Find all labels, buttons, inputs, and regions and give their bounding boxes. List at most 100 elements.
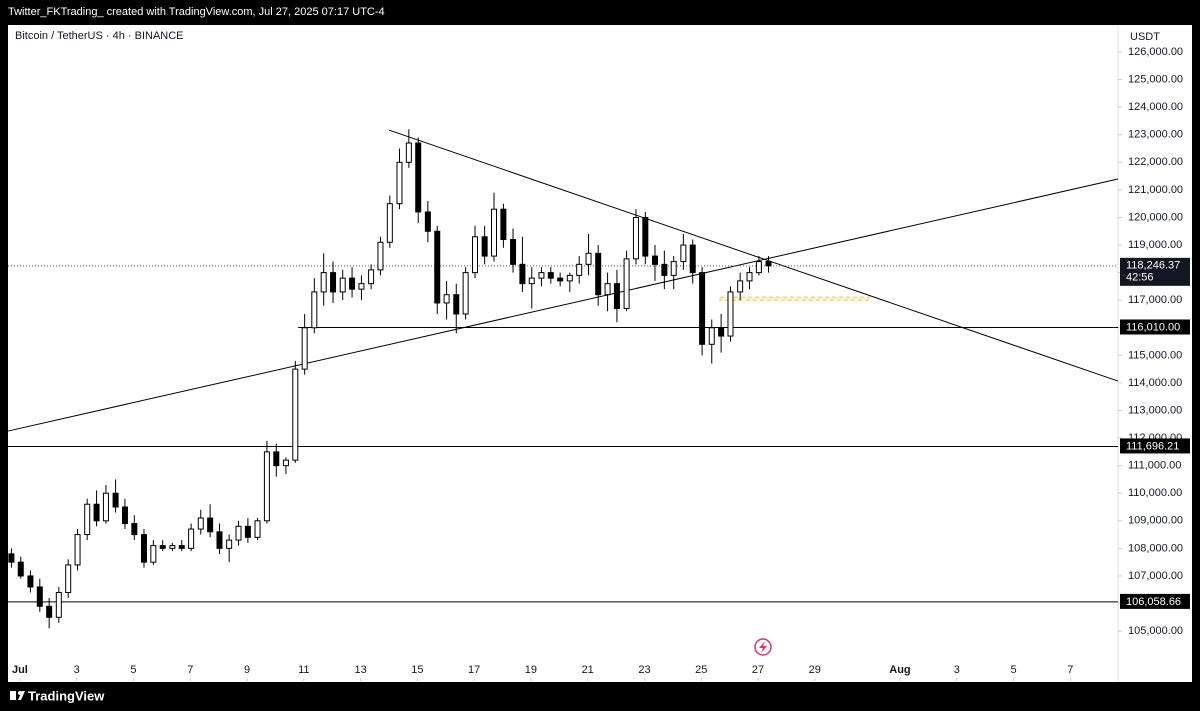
candle [651,245,658,281]
x-tick-label: 21 [582,664,594,676]
candle [424,200,431,243]
candle-body [8,553,15,563]
x-tick-label: 5 [130,664,136,676]
candle-body [680,244,687,263]
candle-body [254,520,261,538]
x-tick-label: Aug [889,664,910,676]
candle-body [718,327,725,337]
candle [349,267,356,298]
candle-body [216,531,223,549]
x-tick-label: 25 [695,664,707,676]
level-label: 116,010.00 [1126,321,1180,333]
candle-body [443,294,450,304]
candle [670,256,677,290]
candle [642,211,649,265]
candle [159,540,166,552]
candle [368,264,375,290]
candle-body [27,575,34,588]
candle [547,267,554,284]
candle [207,504,214,538]
x-tick-label: 3 [74,664,80,676]
x-tick-label: 3 [954,664,960,676]
y-tick-label: 111,000.00 [1128,460,1181,472]
y-tick-label: 121,000.00 [1128,184,1183,196]
candle [528,267,535,309]
x-tick-label: 17 [468,664,480,676]
candle-body [642,216,649,257]
candle [282,457,289,474]
y-tick-label: 126,000.00 [1128,46,1183,58]
candle-body [585,252,592,265]
y-tick-label: 120,000.00 [1128,211,1183,223]
candle [330,261,337,303]
candle-body [368,269,375,285]
x-tick-label: 23 [638,664,650,676]
y-tick-label: 107,000.00 [1128,570,1183,582]
candle [55,586,62,623]
candle [197,509,204,535]
candle [576,256,583,284]
countdown: 42:56 [1126,272,1154,284]
candle [415,137,422,223]
trendline [388,129,1119,382]
candle-body [481,236,488,257]
candle-body [632,216,639,260]
candle-body [661,263,668,276]
candle-body [689,244,696,274]
candle-body [613,283,620,309]
candle [566,272,573,292]
candle-body [320,272,327,293]
candle [311,278,318,334]
candle-body [595,252,602,296]
x-tick-label: 7 [187,664,193,676]
candle-body [462,272,469,315]
lightning-icon [754,638,772,656]
candle [755,256,762,276]
candle-body [576,263,583,276]
candle [557,272,564,287]
candle-body [131,523,138,536]
candle-body [708,327,715,345]
candle-body [292,368,299,461]
y-tick-label: 119,000.00 [1128,239,1182,251]
candle [254,518,261,541]
candle [188,523,195,552]
candle [510,228,517,273]
candle [263,440,270,524]
candle-body [547,272,554,279]
candle-body [358,283,365,290]
candle [746,267,753,290]
candle [178,540,185,552]
y-unit: USDT [1130,31,1160,43]
candle [491,192,498,262]
candle-body [84,503,91,536]
candle [443,280,450,320]
candle-body [244,525,251,538]
candle-body [159,545,166,549]
candle-body [471,236,478,274]
candle-body [500,208,507,241]
candle [150,540,157,565]
candle-body [150,545,157,563]
candle-body [765,261,772,267]
candle-body [140,534,147,563]
candle-body [519,263,526,285]
candle [661,250,668,290]
candle [632,209,639,265]
zone [719,296,871,301]
candle [405,129,412,168]
candle [623,250,630,312]
candle [585,234,592,276]
candle-body [415,142,422,213]
chart-title: Bitcoin / TetherUS · 4h · BINANCE [15,30,184,42]
candle-body [301,327,308,370]
candle [377,236,384,276]
level-box [1120,593,1190,609]
candle-body [510,239,517,265]
candle [689,239,696,284]
candle-body [538,272,545,279]
candle-body [263,451,270,522]
candle-body [102,492,109,522]
x-tick-label: Jul [12,664,28,676]
candle [320,253,327,306]
